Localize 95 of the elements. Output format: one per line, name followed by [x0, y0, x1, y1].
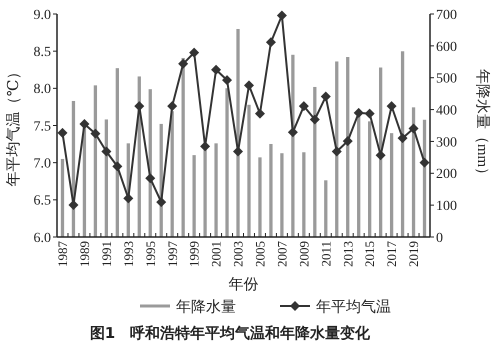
bar	[335, 61, 338, 237]
bar	[368, 121, 372, 237]
bar	[247, 104, 251, 237]
bar	[170, 111, 174, 237]
bar	[225, 88, 229, 237]
point	[233, 146, 244, 157]
x-tick-label: 1997	[164, 240, 180, 267]
y-tick-label: 7.5	[34, 119, 51, 134]
point	[90, 128, 100, 139]
bar	[258, 157, 262, 237]
bar	[346, 57, 350, 237]
legend-label: 年平均气温	[316, 298, 391, 316]
point	[266, 37, 276, 48]
point	[342, 136, 353, 146]
point	[254, 108, 265, 119]
y2-tick-label: 0	[436, 230, 443, 246]
x-tick-label: 2007	[274, 240, 290, 267]
point	[101, 146, 112, 157]
y-tick-label: 8.5	[34, 45, 51, 60]
bar	[269, 144, 273, 237]
point	[376, 150, 386, 160]
y2-tick-label: 400	[436, 103, 457, 118]
point	[288, 127, 298, 138]
point	[123, 193, 134, 204]
x-tick-label: 2003	[230, 241, 246, 267]
point	[276, 10, 287, 20]
point	[244, 80, 254, 90]
y2-tick-label: 700	[436, 8, 457, 23]
x-axis-title: 年份	[228, 276, 258, 293]
point	[222, 75, 232, 86]
bar	[148, 89, 152, 237]
y2-tick-label: 200	[436, 167, 457, 182]
bar	[378, 68, 382, 237]
x-tick-label: 1989	[76, 241, 92, 267]
point	[386, 101, 397, 112]
point	[298, 101, 309, 112]
x-tick-label: 1987	[55, 240, 70, 267]
x-tick-label: 1991	[98, 241, 114, 267]
point	[398, 133, 408, 144]
point	[364, 108, 375, 119]
y-tick-label: 8.0	[34, 82, 51, 98]
y-axis-title: 年平均气温（℃）	[5, 64, 22, 186]
y-tick-label: 6.5	[34, 194, 51, 209]
point	[156, 197, 166, 208]
bar	[313, 86, 316, 237]
bar	[116, 68, 119, 237]
point	[145, 173, 156, 184]
bar	[182, 58, 185, 237]
x-tick-label: 1999	[186, 241, 202, 267]
point	[57, 128, 68, 138]
x-tick-label: 1995	[142, 241, 158, 267]
bar	[280, 153, 284, 237]
bar	[390, 133, 394, 237]
x-tick-label: 2019	[406, 241, 422, 267]
x-tick-label: 1993	[120, 241, 136, 267]
bar	[214, 143, 218, 237]
y-tick-label: 7.0	[34, 156, 51, 172]
point	[189, 48, 200, 58]
bar	[60, 158, 64, 237]
point	[134, 101, 144, 112]
y-tick-label: 9.0	[34, 8, 51, 23]
point	[310, 114, 320, 125]
bar	[104, 119, 108, 237]
x-tick-label: 2013	[340, 241, 356, 267]
x-tick-label: 2009	[296, 241, 312, 267]
bar	[357, 116, 360, 237]
point	[112, 161, 122, 172]
y2-tick-label: 500	[436, 72, 457, 87]
x-tick-label: 2015	[362, 241, 378, 267]
x-tick-label: 2001	[208, 241, 224, 267]
x-tick-label: 2005	[252, 241, 268, 267]
y2-axis-title: 年降水量（mm）	[474, 68, 491, 182]
point	[408, 123, 419, 134]
x-tick-label: 2011	[318, 241, 334, 267]
point	[211, 64, 222, 75]
bar	[291, 54, 295, 237]
y2-tick-label: 100	[436, 199, 457, 214]
legend-label: 年降水量	[176, 298, 236, 316]
point	[178, 58, 188, 69]
point	[68, 200, 78, 210]
bar	[302, 152, 306, 237]
point	[320, 92, 331, 102]
point	[200, 141, 210, 152]
point	[420, 158, 430, 168]
bar	[192, 155, 196, 237]
bar	[324, 180, 328, 237]
y2-tick-label: 300	[436, 135, 457, 150]
point	[332, 146, 342, 157]
x-tick-label: 2017	[384, 240, 400, 267]
y2-tick-label: 600	[436, 40, 457, 55]
point	[354, 108, 364, 118]
y-tick-label: 6.0	[34, 230, 51, 246]
text: 图1 呼和浩特年平均气温和年降水量变化	[90, 324, 372, 342]
point	[167, 101, 178, 112]
point	[79, 119, 90, 130]
